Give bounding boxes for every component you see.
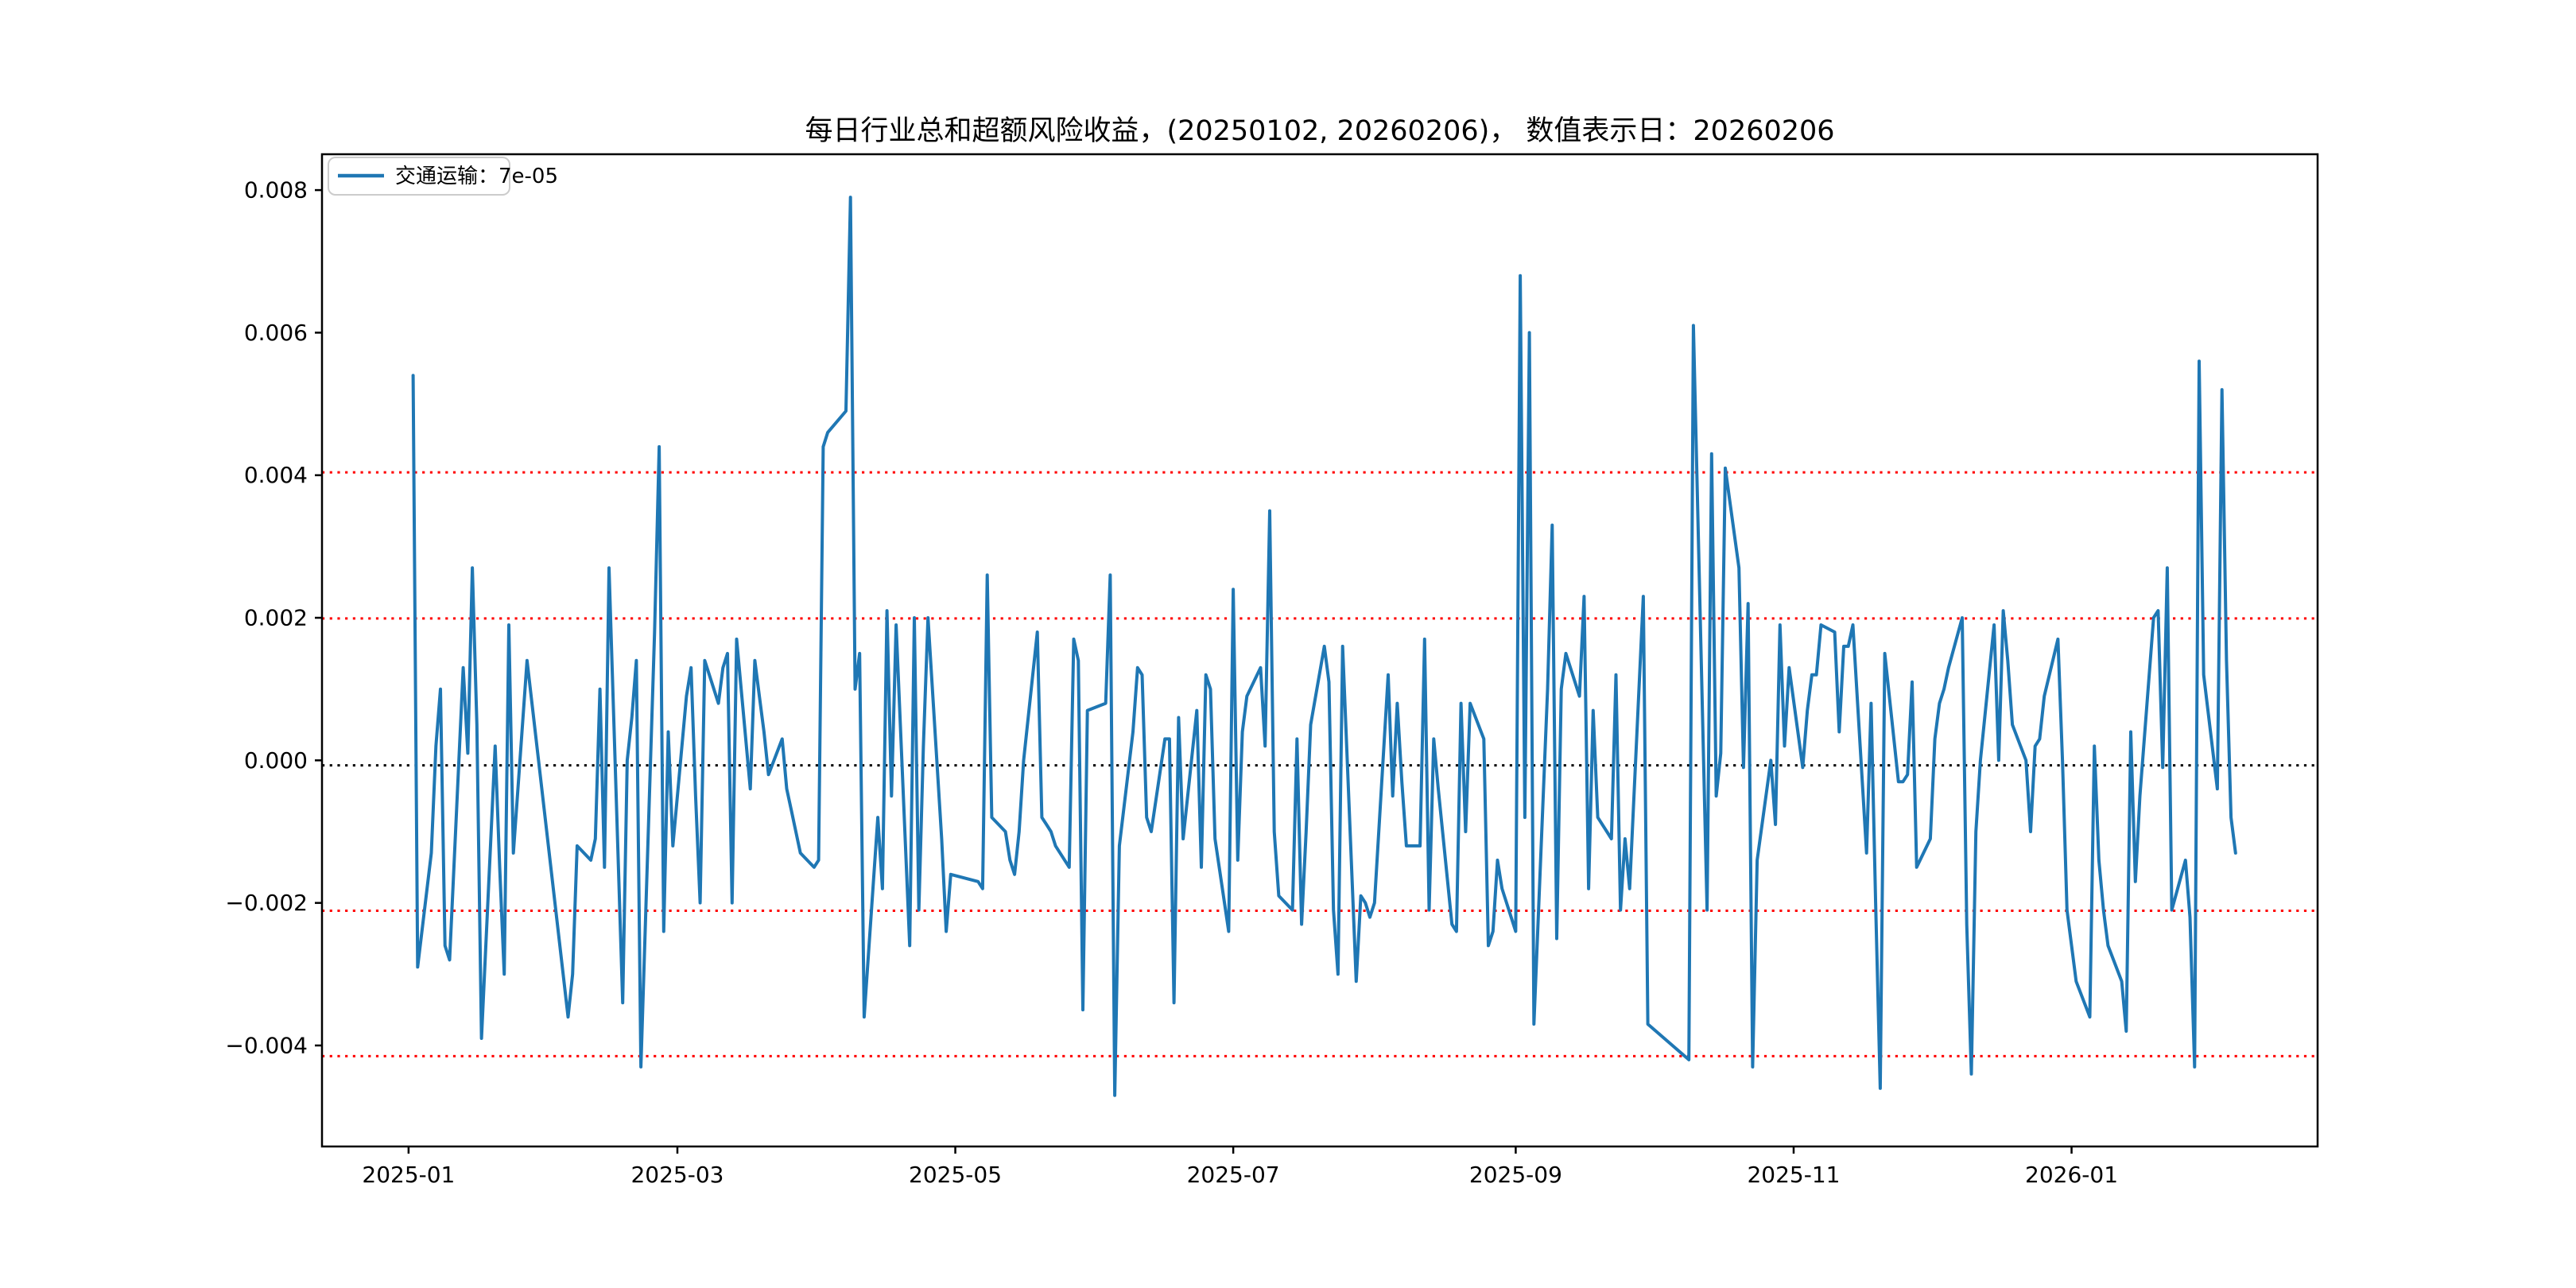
x-tick-label: 2025-09: [1469, 1162, 1562, 1188]
y-tick-label: −0.002: [225, 890, 308, 916]
y-tick-label: 0.000: [244, 747, 308, 774]
chart-title: 每日行业总和超额风险收益，(20250102, 20260206)， 数值表示日…: [805, 115, 1835, 147]
axes-spines: [320, 153, 2319, 1148]
x-tick-label: 2025-03: [630, 1162, 724, 1188]
y-tick-label: −0.004: [225, 1032, 308, 1058]
y-tick-label: 0.006: [244, 320, 308, 346]
x-tick-label: 2026-01: [2025, 1162, 2118, 1188]
x-tick-label: 2025-05: [909, 1162, 1002, 1188]
x-tick-label: 2025-11: [1747, 1162, 1840, 1188]
y-tick-label: 0.002: [244, 605, 308, 631]
y-tick-label: 0.004: [244, 462, 308, 488]
legend-box: [328, 157, 510, 196]
series-line-交通运输: [411, 196, 2237, 1097]
x-tick-label: 2025-01: [362, 1162, 455, 1188]
y-tick-label: 0.008: [244, 177, 308, 204]
legend-label: 交通运输：7e-05: [395, 165, 558, 188]
x-tick-label: 2025-07: [1187, 1162, 1280, 1188]
